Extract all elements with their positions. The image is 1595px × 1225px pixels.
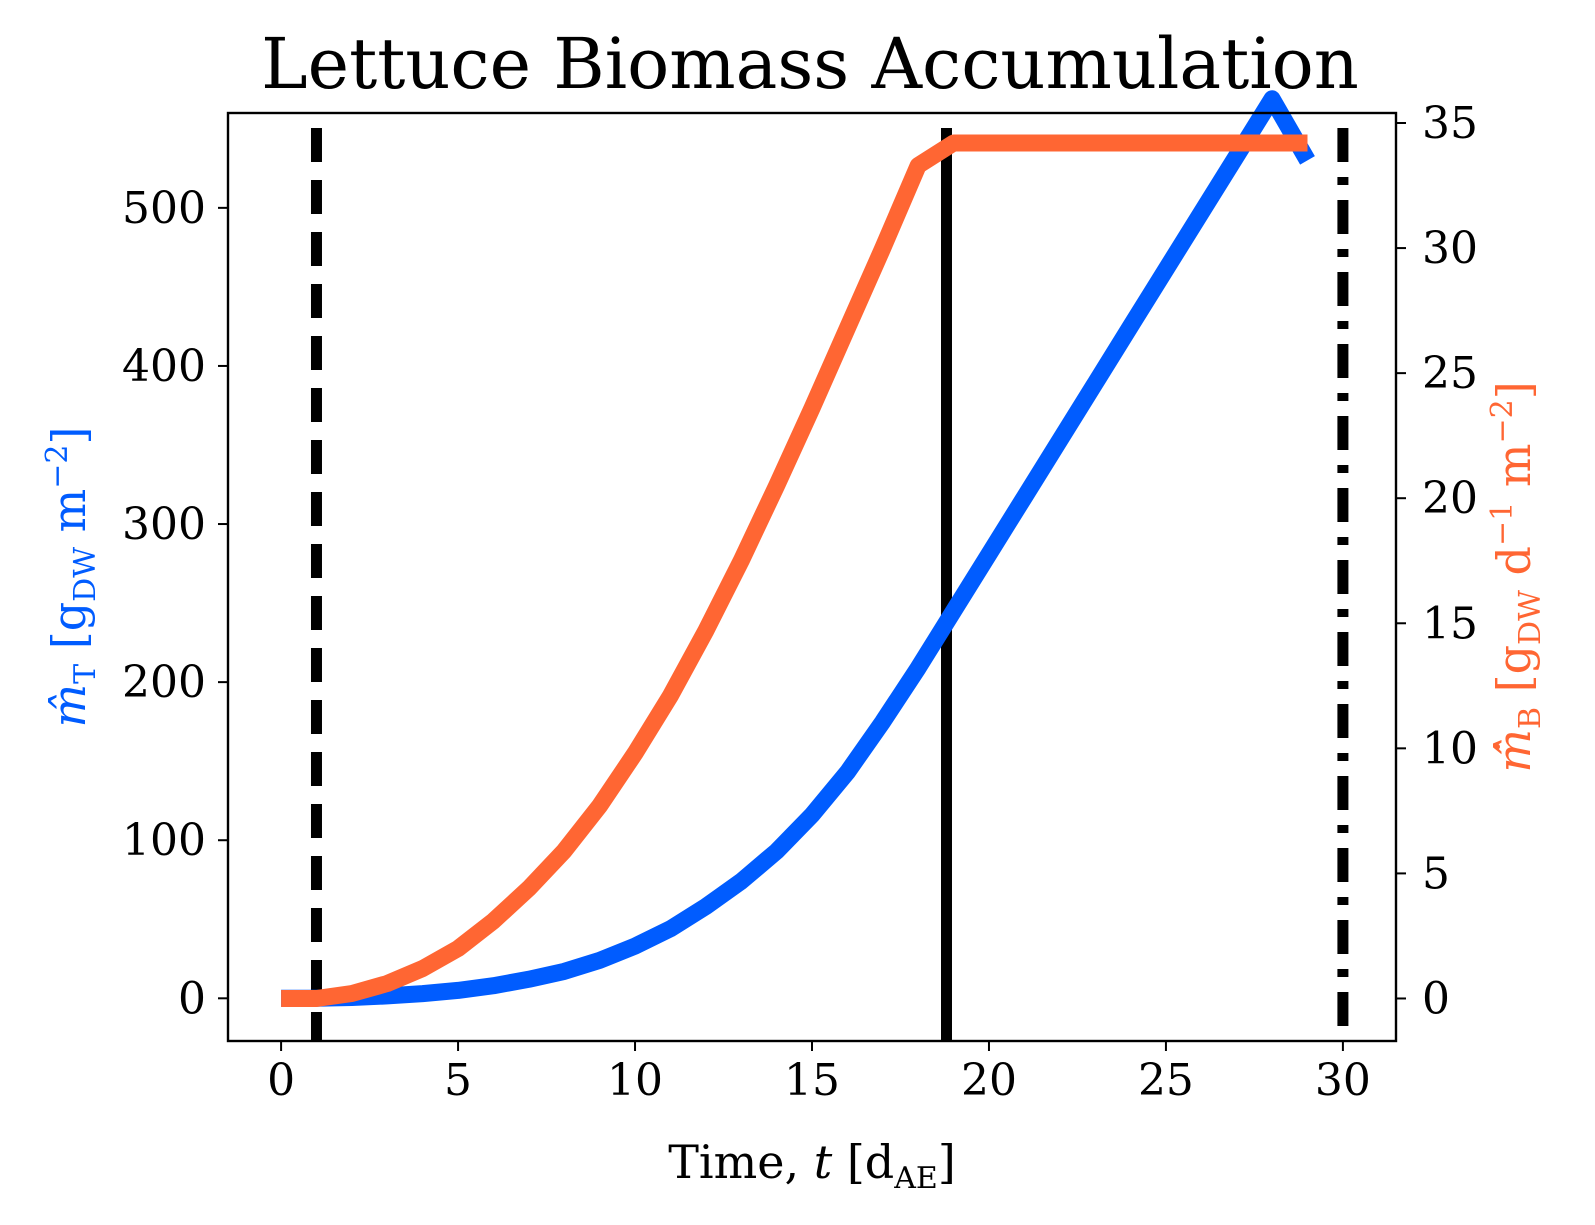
x-tick-label: 20 <box>961 1055 1017 1106</box>
y-right-tick-label: 20 <box>1422 473 1478 524</box>
y-left-tick-label: 300 <box>122 499 206 550</box>
x-axis: 0 5 10 15 20 25 30 <box>267 1041 1371 1106</box>
y-axis-right-label: m̂̇B [gDW d−1 m−2] <box>1485 381 1548 772</box>
x-tick-label: 10 <box>607 1055 663 1106</box>
series-line-total-biomass <box>281 90 1315 1007</box>
x-tick-label: 30 <box>1315 1055 1371 1106</box>
y-right-tick-label: 10 <box>1422 723 1478 774</box>
chart-title: Lettuce Biomass Accumulation <box>261 23 1359 105</box>
y-left-tick-label: 0 <box>178 973 206 1024</box>
y-right-tick-label: 35 <box>1422 98 1478 149</box>
series-line-biomass-rate <box>281 134 1308 1007</box>
y-right-tick-label: 0 <box>1422 973 1450 1024</box>
y-right-tick-label: 25 <box>1422 348 1478 399</box>
y-right-tick-label: 15 <box>1422 598 1478 649</box>
y-axis-right: 0 5 10 15 20 25 30 35 <box>1396 98 1478 1024</box>
y-axis-left: 0 100 200 300 400 500 <box>122 183 228 1024</box>
y-right-tick-label: 30 <box>1422 223 1478 274</box>
y-left-tick-label: 500 <box>122 183 206 234</box>
y-left-tick-label: 100 <box>122 815 206 866</box>
x-tick-label: 0 <box>267 1055 295 1106</box>
plot-area <box>281 90 1349 1041</box>
x-tick-label: 25 <box>1138 1055 1194 1106</box>
x-axis-label: Time, t [dAE] <box>668 1135 956 1196</box>
x-tick-label: 5 <box>444 1055 472 1106</box>
y-axis-left-label: m̂T [gDW m−2] <box>40 427 103 728</box>
y-right-tick-label: 5 <box>1422 848 1450 899</box>
y-left-tick-label: 400 <box>122 341 206 392</box>
x-tick-label: 15 <box>784 1055 840 1106</box>
y-left-tick-label: 200 <box>122 657 206 708</box>
